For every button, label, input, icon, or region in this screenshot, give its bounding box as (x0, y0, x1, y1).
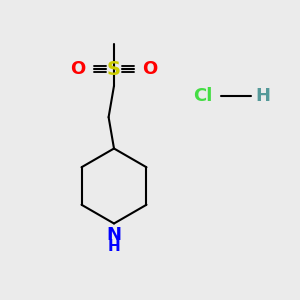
Text: Cl: Cl (194, 87, 213, 105)
Text: N: N (106, 226, 122, 244)
Text: H: H (255, 87, 270, 105)
Text: H: H (108, 239, 120, 254)
Text: O: O (142, 60, 158, 78)
Text: S: S (107, 60, 121, 79)
Text: O: O (70, 60, 85, 78)
